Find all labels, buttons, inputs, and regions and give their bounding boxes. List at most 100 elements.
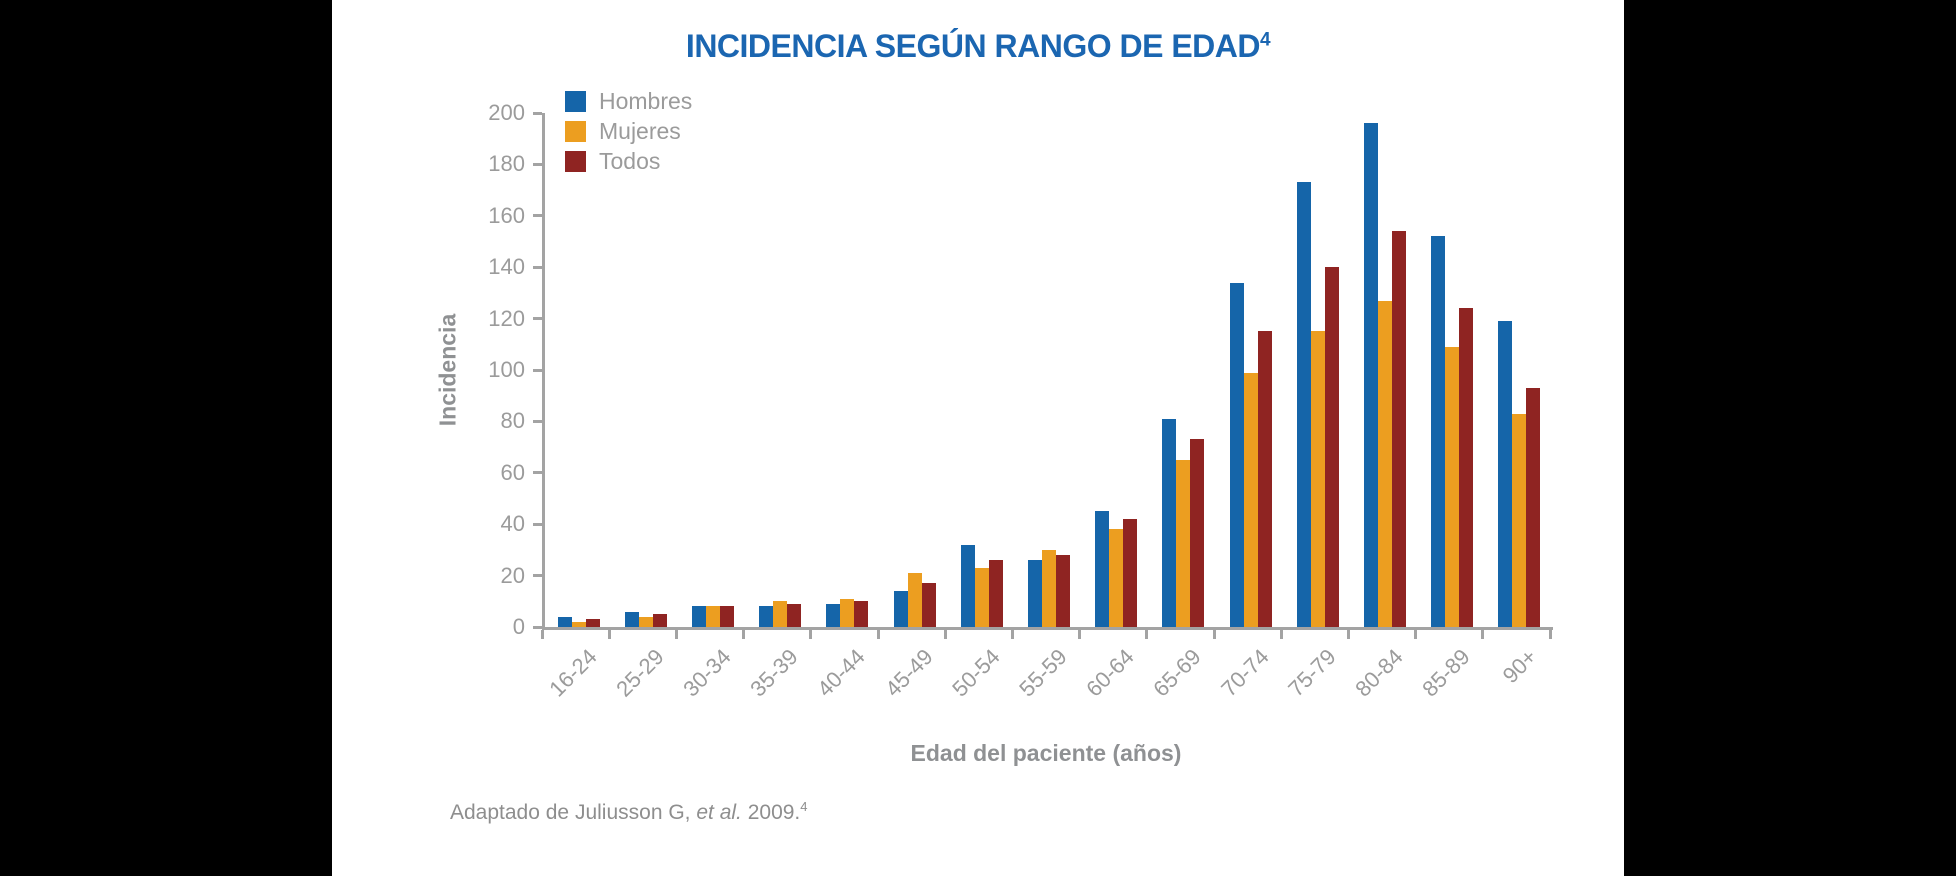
x-tick-mark <box>1548 630 1552 639</box>
chart-title: INCIDENCIA SEGÚN RANGO DE EDAD4 <box>332 28 1624 65</box>
bar-group <box>1351 123 1418 627</box>
legend-label: Hombres <box>599 87 693 114</box>
y-tick-label: 40 <box>500 511 525 537</box>
y-tick-mark <box>533 162 542 166</box>
y-tick-label: 20 <box>500 562 525 588</box>
y-tick-mark <box>533 214 542 218</box>
bar-hombres <box>1095 511 1110 627</box>
bar-todos <box>585 619 600 627</box>
bar-group <box>1217 282 1284 627</box>
y-tick-mark <box>533 265 542 269</box>
y-tick-label: 200 <box>488 100 525 125</box>
source-note-prefix: Adaptado de Juliusson G, <box>450 801 697 824</box>
y-tick-label: 80 <box>500 408 525 434</box>
x-tick-mark <box>1078 630 1082 639</box>
x-tick-mark <box>1481 630 1485 639</box>
source-note-suffix: 2009. <box>741 801 801 824</box>
bar-group <box>612 611 679 627</box>
bar-hombres <box>1027 560 1042 627</box>
y-tick-mark <box>533 368 542 372</box>
bar-mujeres <box>638 616 653 627</box>
bar-group <box>1486 321 1553 627</box>
y-tick-mark <box>533 574 542 578</box>
source-note: Adaptado de Juliusson G, et al. 2009.4 <box>450 799 808 825</box>
bar-mujeres <box>1377 300 1392 627</box>
legend-item-hombres: Hombres <box>565 86 692 116</box>
x-tick-mark <box>876 630 880 639</box>
bar-todos <box>719 606 734 627</box>
y-tick-label: 160 <box>488 202 525 228</box>
bar-mujeres <box>1041 549 1056 627</box>
x-tick-mark <box>742 630 746 639</box>
bar-group <box>545 616 612 627</box>
bar-todos <box>1459 308 1474 627</box>
mujeres-swatch-icon <box>565 120 586 142</box>
y-tick-mark <box>533 522 542 526</box>
bar-todos <box>854 601 869 627</box>
bar-todos <box>1526 388 1541 627</box>
bar-todos <box>1123 519 1138 627</box>
plot-area <box>542 113 1553 630</box>
bar-group <box>948 544 1015 627</box>
x-tick-mark <box>1145 630 1149 639</box>
legend-item-mujeres: Mujeres <box>565 116 692 146</box>
bar-hombres <box>1229 282 1244 627</box>
source-note-superscript: 4 <box>800 799 808 814</box>
bar-hombres <box>1162 418 1177 627</box>
y-tick-mark <box>533 317 542 321</box>
y-tick-label: 120 <box>488 305 525 331</box>
bar-todos <box>1190 439 1205 627</box>
x-tick-mark <box>1414 630 1418 639</box>
bar-mujeres <box>907 573 922 627</box>
x-tick-mark <box>1279 630 1283 639</box>
bar-mujeres <box>1109 529 1124 627</box>
legend-label: Mujeres <box>599 117 681 144</box>
chart-panel: INCIDENCIA SEGÚN RANGO DE EDAD4 Incidenc… <box>332 0 1624 876</box>
bar-group <box>814 598 881 627</box>
x-tick-mark <box>943 630 947 639</box>
bar-mujeres <box>1176 459 1191 627</box>
y-tick-label: 180 <box>488 151 525 177</box>
chart-title-text: INCIDENCIA SEGÚN RANGO DE EDAD <box>685 28 1261 64</box>
bar-hombres <box>1431 236 1446 627</box>
bar-mujeres <box>705 606 720 627</box>
bar-group <box>1284 182 1351 627</box>
bar-hombres <box>1296 182 1311 627</box>
hombres-swatch-icon <box>565 90 586 112</box>
bar-group <box>679 606 746 627</box>
bar-group <box>1083 511 1150 627</box>
y-tick-label: 140 <box>488 254 525 280</box>
bar-todos <box>1324 267 1339 627</box>
y-tick-mark <box>533 419 542 423</box>
bar-group <box>1015 549 1082 627</box>
bar-mujeres <box>1243 372 1258 627</box>
bar-group <box>1150 418 1217 627</box>
bar-todos <box>1257 331 1272 627</box>
bar-hombres <box>691 606 706 627</box>
y-axis-title: Incidencia <box>434 313 461 427</box>
bar-hombres <box>557 616 572 627</box>
bar-hombres <box>826 603 841 627</box>
bar-mujeres <box>773 601 788 627</box>
source-note-italic: et al. <box>696 801 742 824</box>
bar-hombres <box>759 606 774 627</box>
x-axis-title: Edad del paciente (años) <box>910 740 1182 766</box>
y-tick-label: 60 <box>500 459 525 485</box>
bar-todos <box>921 583 936 627</box>
legend-item-todos: Todos <box>565 146 692 176</box>
y-tick-mark <box>533 471 542 475</box>
y-tick-label: 100 <box>488 357 525 382</box>
x-tick-mark <box>674 630 678 639</box>
legend-label: Todos <box>599 147 661 174</box>
x-tick-mark <box>809 630 813 639</box>
x-tick-mark <box>607 630 611 639</box>
todos-swatch-icon <box>565 150 586 172</box>
legend: Hombres Mujeres Todos <box>565 86 692 176</box>
bar-group <box>1419 236 1486 627</box>
bar-group <box>881 573 948 627</box>
x-tick-mark <box>1346 630 1350 639</box>
x-tick-mark <box>1010 630 1014 639</box>
bar-todos <box>988 560 1003 627</box>
bar-hombres <box>1498 321 1513 627</box>
